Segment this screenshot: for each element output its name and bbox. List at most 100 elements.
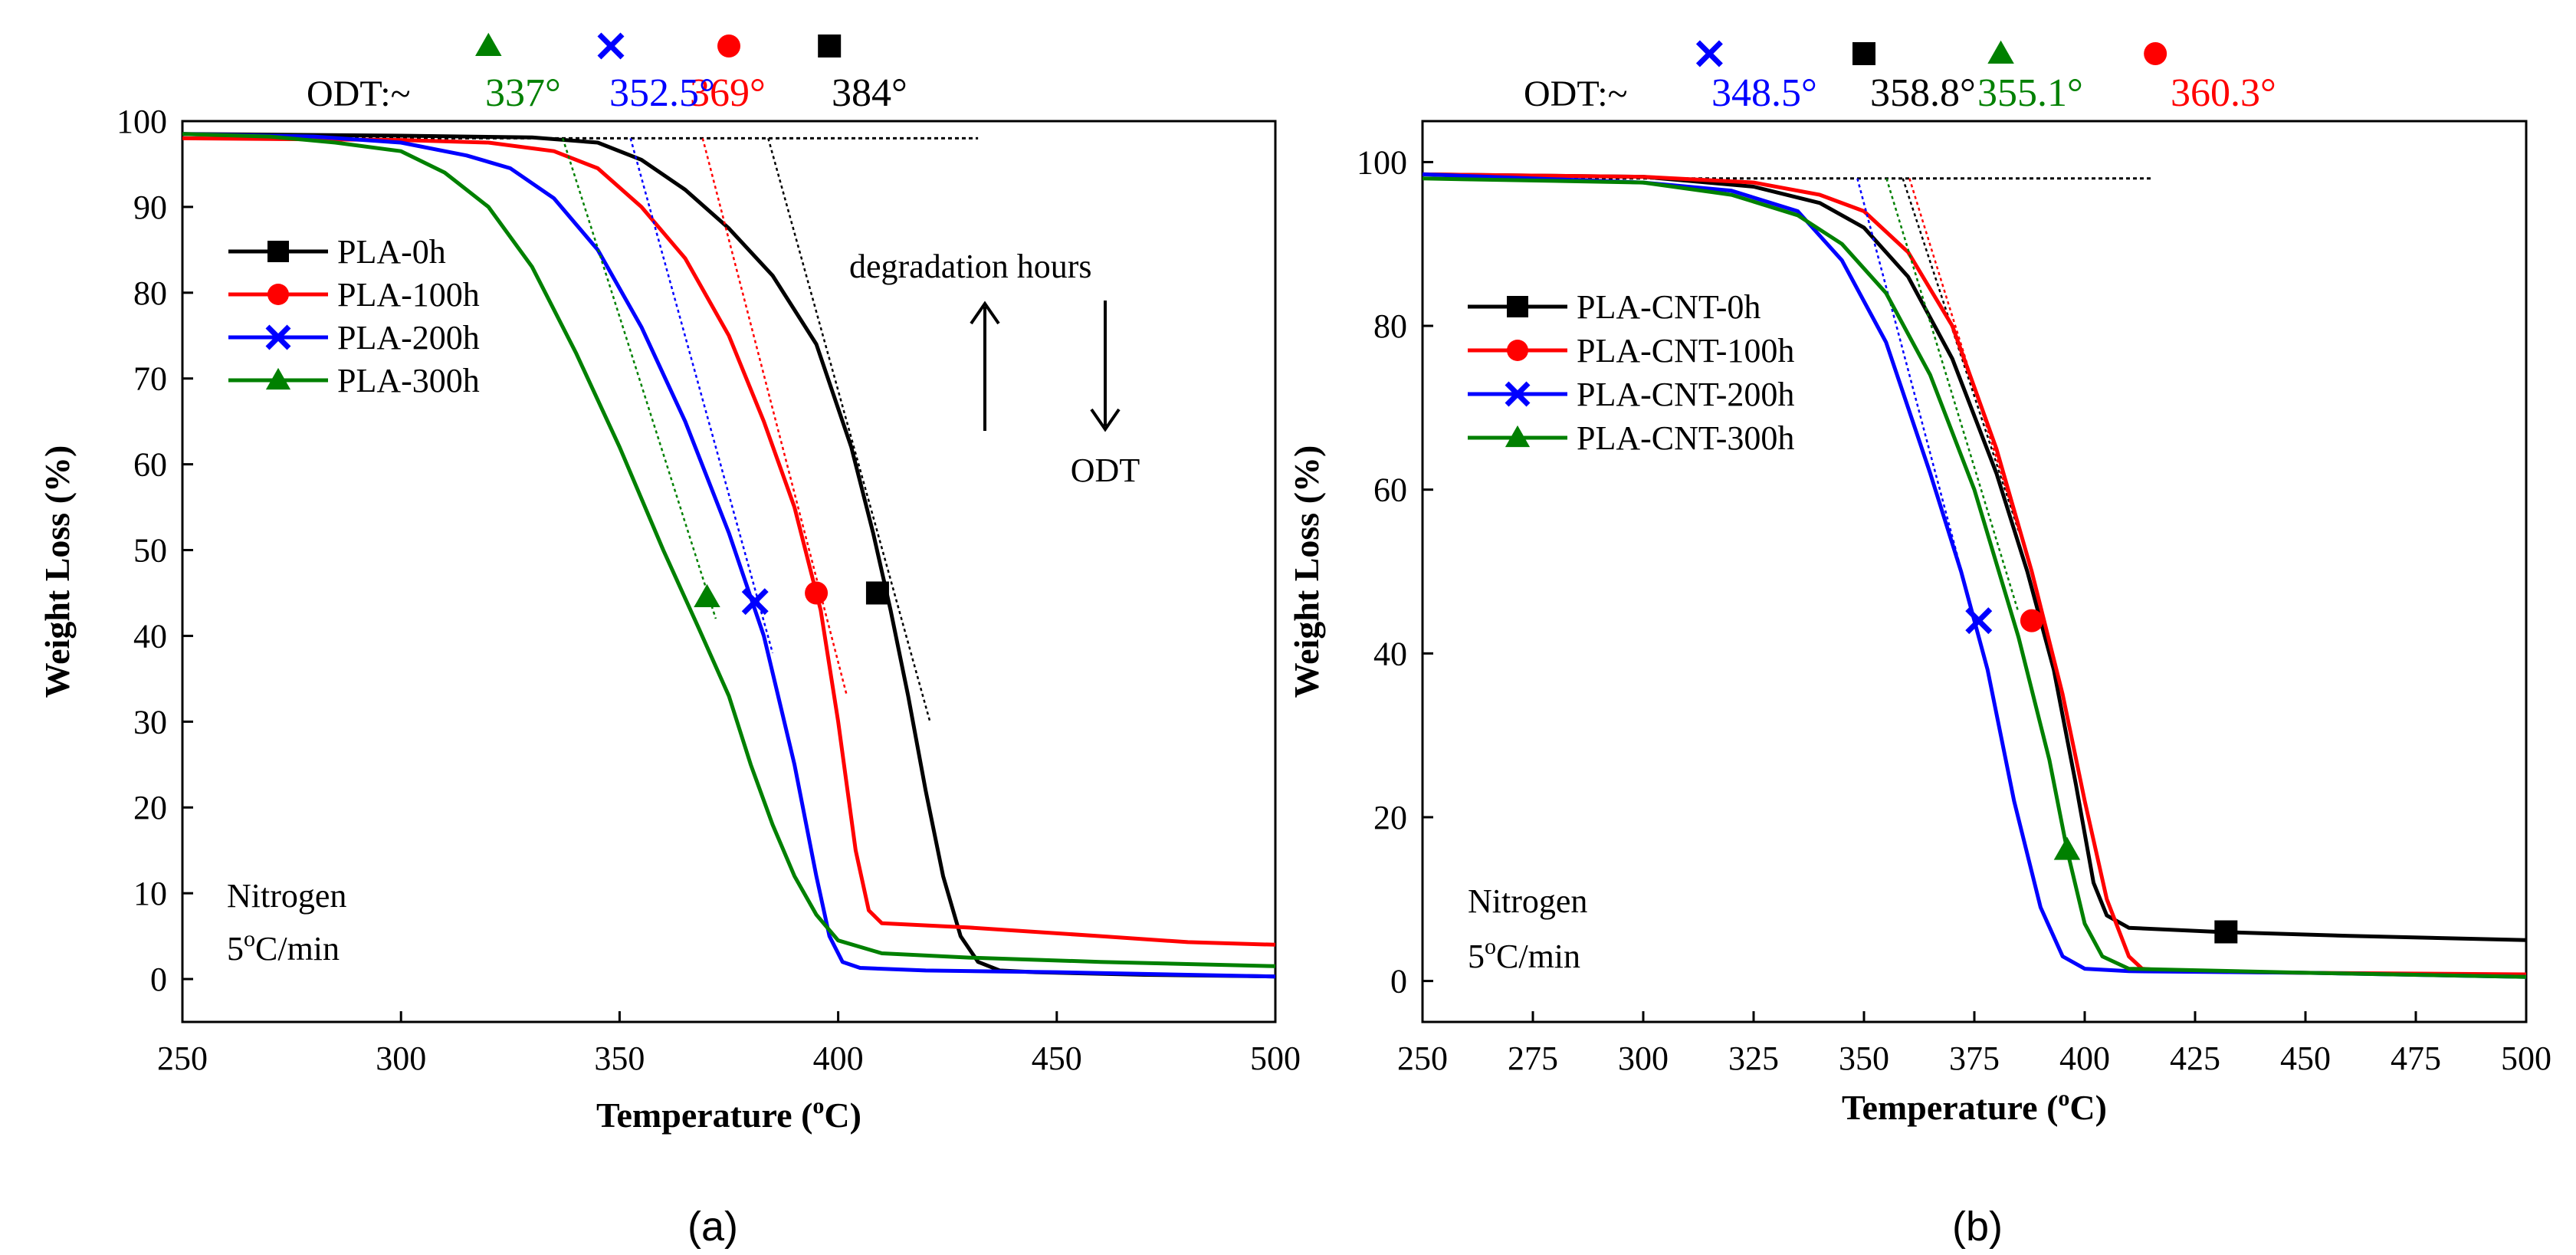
p1-arrow-label-odt: ODT [1071, 452, 1140, 489]
p2-series-marker-pla-cnt-300h [2053, 836, 2081, 860]
p2-note-rate-unit: C/min [1496, 938, 1580, 975]
p2-x-tick-label-5: 375 [1949, 1040, 2000, 1077]
p1-tangent-pla-100h [701, 138, 848, 697]
p1-note-rate-main: 5 [227, 930, 244, 968]
p2-x-axis-title-unit: C) [2069, 1088, 2107, 1127]
p1-note-gas: Nitrogen [227, 877, 346, 915]
p1-tangent-pla-0h [767, 138, 931, 722]
p1-y-tick-label-8: 80 [133, 274, 167, 312]
p2-odt-marker-pla-cnt-0h [1852, 42, 1875, 65]
p1-legend-label-pla-200h: PLA-200h [337, 319, 480, 356]
p1-y-tick-label-10: 100 [116, 103, 167, 140]
p2-odt-marker-pla-cnt-200h [1695, 40, 1723, 67]
p1-odt-marker-pla-200h [597, 32, 625, 60]
p1-up-arrow-head [970, 301, 1000, 325]
p1-odt-marker-pla-200h-stroke2 [597, 32, 625, 60]
p1-legend-label-pla-100h: PLA-100h [337, 276, 480, 314]
p2-y-tick-label-0: 0 [1390, 963, 1407, 1000]
p2-tangent-pla-cnt-300h [1885, 178, 2020, 613]
p2-x-tick-label-8: 450 [2280, 1040, 2331, 1077]
p2-note-rate-sup: o [1485, 934, 1496, 959]
p2-series-marker-pla-cnt-200h-stroke2 [1965, 607, 1993, 635]
p1-odt-label-pla-300h: 337° [485, 71, 561, 115]
p2-series-line-pla-cnt-0h [1422, 172, 2527, 942]
p2-y-tick-label-5: 100 [1357, 143, 1407, 181]
p2-odt-marker-pla-cnt-100h [2144, 42, 2167, 65]
p2-series-line-pla-cnt-200h [1422, 172, 2527, 979]
p2-x-tick-label-1: 275 [1508, 1040, 1558, 1077]
p2-odt-label-pla-cnt-200h: 348.5° [1711, 71, 1817, 115]
p1-odt-label-pla-0h: 384° [832, 71, 907, 115]
p2-x-axis-title: Temperature (oC) [1842, 1086, 2107, 1127]
p2-series-marker-pla-cnt-100h [2020, 609, 2043, 632]
p2-x-tick-label-7: 425 [2170, 1040, 2220, 1077]
p2-odt-marker-pla-cnt-300h [1987, 40, 2014, 64]
p1-y-tick-label-5: 50 [133, 532, 167, 570]
panel-a-chart: 250 300 350 400 450 500 0 10 20 30 40 50 60 70 80 90 100… [38, 32, 1301, 1135]
p2-y-tick-label-3: 60 [1373, 471, 1407, 509]
p1-x-axis-title: Temperature (oC) [596, 1093, 861, 1135]
p1-legend-marker-pla-200h [265, 324, 291, 350]
p2-legend-label-pla-cnt-300h: PLA-CNT-300h [1577, 419, 1794, 457]
p2-x-tick-label-6: 400 [2059, 1040, 2110, 1077]
p1-legend-label-pla-0h: PLA-0h [337, 233, 446, 271]
p1-series-marker-pla-100h [805, 581, 829, 605]
p1-series-marker-pla-0h [865, 581, 889, 605]
p1-x-tick-label-5: 500 [1250, 1040, 1301, 1077]
p2-odt-marker-pla-cnt-200h-stroke2 [1695, 40, 1723, 67]
p1-legend-marker-pla-100h [267, 284, 289, 305]
p1-x-tick-label-0: 250 [157, 1040, 208, 1077]
p1-tangent-pla-300h [562, 138, 717, 619]
p2-x-axis-title-sup: o [2058, 1086, 2069, 1111]
p1-legend-label-pla-300h: PLA-300h [337, 362, 480, 399]
p1-x-tick-label-3: 400 [813, 1040, 864, 1077]
p1-odt-prefix: ODT:~ [307, 74, 411, 114]
p1-y-tick-label-9: 90 [133, 189, 167, 226]
p1-legend-marker-pla-300h [265, 367, 291, 390]
p2-legend-marker-pla-cnt-200h [1505, 381, 1531, 407]
p1-y-axis-title: Weight Loss (%) [38, 445, 77, 698]
p2-note-rate: 5oC/min [1468, 934, 1580, 975]
p1-odt-marker-pla-0h [818, 34, 842, 57]
p1-y-tick-label-0: 0 [150, 961, 167, 998]
p1-y-tick-label-3: 30 [133, 703, 167, 741]
p2-odt-label-pla-cnt-0h: 358.8° [1870, 71, 1976, 115]
p1-series-marker-pla-300h [694, 583, 720, 608]
p2-x-tick-label-10: 500 [2501, 1040, 2551, 1077]
p2-odt-prefix: ODT:~ [1524, 74, 1628, 114]
p1-x-tick-label-2: 350 [594, 1040, 645, 1077]
p1-y-tick-label-1: 10 [133, 875, 167, 912]
p1-note-rate: 5oC/min [227, 926, 340, 968]
p2-x-tick-label-3: 325 [1728, 1040, 1779, 1077]
p2-x-tick-label-2: 300 [1618, 1040, 1669, 1077]
p1-x-axis-title-unit: C) [824, 1096, 861, 1135]
p1-y-tick-label-4: 40 [133, 617, 167, 655]
p2-legend-marker-pla-cnt-100h [1507, 340, 1528, 361]
p1-odt-marker-pla-100h [717, 34, 740, 57]
p2-odt-label-pla-cnt-300h: 355.1° [1977, 71, 2083, 115]
p2-x-axis-title-main: Temperature ( [1842, 1088, 2058, 1127]
p1-x-axis-title-sup: o [812, 1093, 824, 1119]
p2-x-tick-label-9: 475 [2391, 1040, 2441, 1077]
p2-y-tick-label-4: 80 [1373, 307, 1407, 345]
panel-b-chart: 250 275 300 325 350 375 400 425 450 475 500 0 20 40 60… [1287, 40, 2551, 1127]
p2-x-tick-label-0: 250 [1397, 1040, 1448, 1077]
p2-series-line-pla-cnt-300h [1422, 176, 2527, 979]
p2-note-rate-main: 5 [1468, 938, 1485, 975]
p1-note-rate-unit: C/min [255, 930, 340, 968]
p1-x-tick-label-4: 450 [1032, 1040, 1082, 1077]
p2-y-tick-label-1: 20 [1373, 799, 1407, 836]
p2-legend-marker-pla-cnt-0h [1507, 296, 1528, 317]
p1-odt-marker-pla-300h [475, 32, 502, 56]
p2-legend-marker-pla-cnt-200h-stroke2 [1505, 381, 1531, 407]
panel-label-a: (a) [687, 1204, 738, 1250]
p2-legend-label-pla-cnt-200h: PLA-CNT-200h [1577, 376, 1794, 413]
p1-series-line-pla-200h [182, 132, 1276, 979]
p1-odt-label-pla-200h: 352.5° [609, 71, 715, 115]
p2-legend-label-pla-cnt-0h: PLA-CNT-0h [1577, 288, 1761, 326]
p1-y-tick-label-6: 60 [133, 446, 167, 484]
p1-series-line-pla-300h [182, 132, 1276, 968]
p1-arrow-label-degradation-hours: degradation hours [849, 248, 1091, 285]
p1-note-rate-sup: o [244, 926, 255, 951]
p2-x-tick-label-4: 350 [1839, 1040, 1889, 1077]
